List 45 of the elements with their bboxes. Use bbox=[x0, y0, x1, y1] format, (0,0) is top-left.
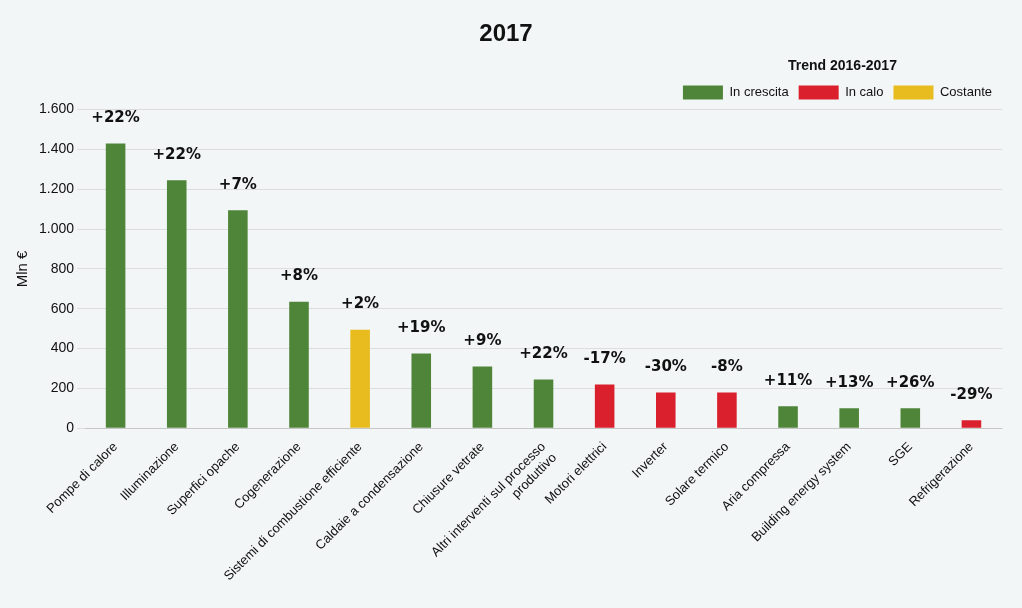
bar bbox=[411, 353, 432, 428]
annotation: +8% bbox=[279, 266, 319, 285]
y-axis-title: Mln € bbox=[13, 249, 31, 288]
bar bbox=[472, 366, 493, 428]
legend-label: In crescita bbox=[729, 84, 790, 100]
chart-title: 2017 bbox=[479, 19, 533, 47]
y-tick-label: 0 bbox=[66, 419, 75, 436]
annotation: +22% bbox=[519, 343, 568, 362]
y-tick-label: 600 bbox=[50, 299, 75, 316]
annotation: -8% bbox=[711, 356, 743, 375]
bar bbox=[350, 329, 370, 428]
annotation: -29% bbox=[950, 384, 993, 403]
y-tick-label: 1.400 bbox=[38, 140, 75, 157]
annotation: +2% bbox=[341, 294, 380, 313]
bar bbox=[717, 392, 737, 428]
bar bbox=[778, 406, 798, 428]
bar bbox=[105, 143, 126, 428]
legend-label: In calo bbox=[845, 84, 884, 100]
annotation: +19% bbox=[397, 317, 446, 336]
bar bbox=[656, 392, 676, 428]
y-tick-label: 200 bbox=[50, 379, 75, 396]
y-tick-label: 1.000 bbox=[38, 219, 75, 236]
legend-label: Costante bbox=[939, 84, 993, 100]
y-tick-label: 400 bbox=[50, 339, 75, 356]
bar bbox=[839, 408, 859, 428]
bar bbox=[900, 408, 921, 428]
bar bbox=[166, 180, 187, 428]
annotation: +7% bbox=[218, 174, 257, 193]
annotation: +9% bbox=[463, 330, 502, 349]
y-tick-label: 1.600 bbox=[38, 100, 75, 117]
annotation: +22% bbox=[152, 144, 201, 163]
bar bbox=[961, 420, 982, 428]
annotation: +13% bbox=[824, 372, 874, 391]
annotation: +26% bbox=[886, 372, 935, 391]
bar bbox=[289, 301, 309, 428]
annotation: -17% bbox=[583, 348, 626, 367]
bar bbox=[594, 384, 615, 428]
annotation: -30% bbox=[644, 356, 687, 375]
bar bbox=[533, 379, 554, 428]
bar bbox=[228, 210, 248, 428]
legend-title: Trend 2016-2017 bbox=[787, 56, 898, 73]
y-tick-label: 800 bbox=[50, 259, 75, 276]
annotation: +11% bbox=[763, 370, 813, 389]
y-tick-label: 1.200 bbox=[38, 180, 75, 197]
annotation: +22% bbox=[91, 107, 140, 126]
